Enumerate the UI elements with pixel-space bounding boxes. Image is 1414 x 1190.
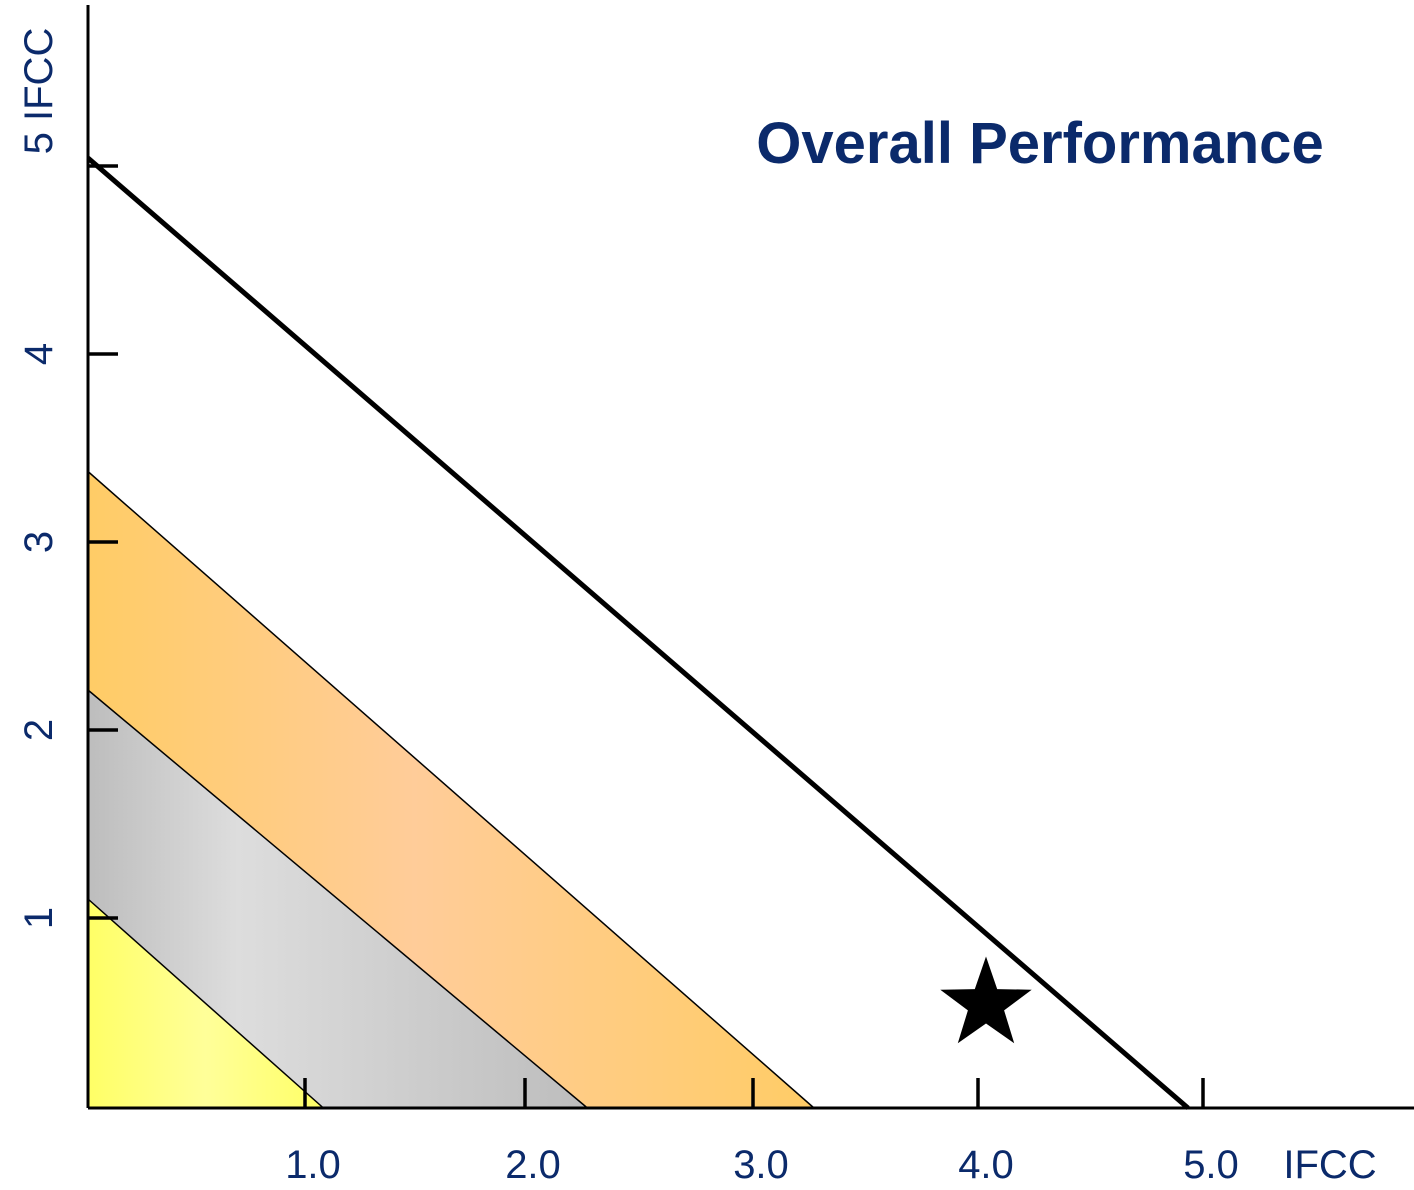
limit-line [86, 156, 1190, 1110]
band-yellow-edge [87, 898, 324, 1109]
x-tick-label: 3.0 [733, 1143, 789, 1187]
y-tick-label: 3 [17, 531, 61, 553]
tick-labels: 1.0 2.0 3.0 4.0 5.0 1 2 3 4 [17, 343, 1239, 1187]
x-tick-label: 4.0 [958, 1143, 1014, 1187]
x-axis-label: IFCC [1283, 1143, 1376, 1187]
x-tick-label: 5.0 [1183, 1143, 1239, 1187]
axes [86, 5, 1414, 1110]
y-axis-label: 5 IFCC [17, 28, 61, 155]
band-gray-edge [87, 689, 588, 1109]
y-tick-label: 1 [17, 907, 61, 929]
x-tick-label: 1.0 [285, 1143, 341, 1187]
y-tick-label: 2 [17, 719, 61, 741]
band-orange-edge [87, 470, 815, 1109]
y-tick-label: 4 [17, 343, 61, 365]
chart-title: Overall Performance [756, 111, 1323, 176]
x-tick-label: 2.0 [505, 1143, 561, 1187]
star-marker [940, 956, 1032, 1044]
data-points [940, 956, 1032, 1044]
boundary-lines [86, 156, 1190, 1110]
